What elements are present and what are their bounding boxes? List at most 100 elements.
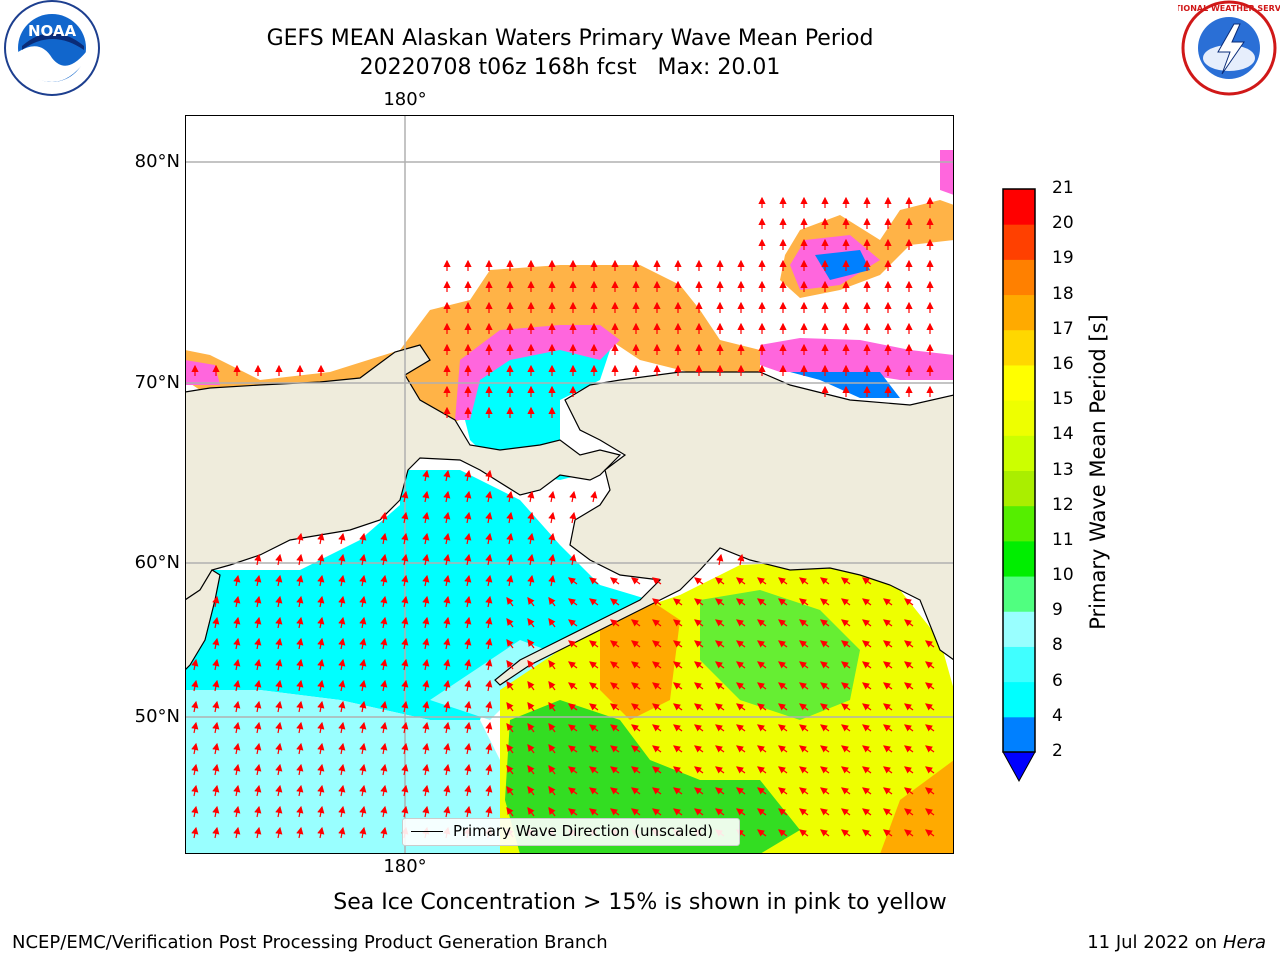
- wave-direction-arrow: [778, 808, 788, 816]
- wave-direction-arrow: [506, 532, 514, 545]
- wave-direction-arrow: [778, 703, 788, 711]
- colorbar-tick-label: 20: [1052, 213, 1074, 234]
- wave-direction-arrow: [694, 682, 704, 690]
- wave-direction-arrow: [254, 574, 262, 587]
- colorbar-segment: [1003, 540, 1035, 577]
- wave-direction-arrow: [464, 511, 472, 524]
- wave-direction-arrow: [485, 784, 493, 797]
- wave-direction-arrow: [338, 784, 346, 797]
- wave-direction-arrow: [422, 721, 430, 734]
- wave-direction-arrow: [464, 490, 472, 503]
- wave-direction-arrow: [317, 595, 325, 608]
- wave-direction-arrow: [799, 703, 809, 711]
- wave-direction-arrow: [464, 532, 472, 545]
- wave-direction-arrow: [233, 637, 241, 650]
- wave-direction-arrow: [485, 658, 493, 671]
- wave-direction-arrow: [254, 826, 262, 839]
- wave-direction-arrow: [589, 787, 599, 795]
- wave-direction-arrow: [296, 784, 304, 797]
- wave-direction-arrow: [296, 637, 304, 650]
- wave-direction-arrow: [610, 703, 620, 711]
- wave-direction-arrow: [485, 469, 493, 482]
- wave-direction-arrow: [275, 805, 283, 818]
- wave-direction-arrow: [527, 744, 535, 754]
- wave-direction-arrow: [925, 682, 935, 690]
- wave-direction-arrow: [925, 808, 935, 816]
- wave-direction-arrow: [925, 661, 935, 669]
- sea-ice-pink: [455, 325, 620, 420]
- wave-direction-arrow: [715, 703, 725, 711]
- wave-direction-arrow: [401, 784, 409, 797]
- wave-direction-arrow: [652, 598, 662, 606]
- wave-direction-arrow: [422, 637, 430, 650]
- wave-direction-arrow: [338, 742, 346, 755]
- wave-direction-arrow: [464, 721, 472, 734]
- wave-direction-arrow: [296, 742, 304, 755]
- wave-direction-arrow: [737, 553, 745, 566]
- wave-direction-arrow: [568, 661, 578, 669]
- wave-direction-arrow: [191, 763, 199, 776]
- wave-direction-arrow: [715, 640, 725, 648]
- wave-direction-arrow: [359, 574, 367, 587]
- map-legend: Primary Wave Direction (unscaled): [402, 818, 740, 846]
- wave-direction-arrow: [841, 703, 851, 711]
- colorbar-tick-label: 11: [1052, 529, 1074, 550]
- wave-direction-arrow: [548, 702, 556, 712]
- wave-direction-arrow: [820, 724, 830, 732]
- wave-direction-arrow: [443, 805, 451, 818]
- wave-direction-arrow: [631, 724, 641, 732]
- colorbar-segment: [1003, 259, 1035, 296]
- colorbar-tick-label: 10: [1052, 565, 1074, 586]
- wave-direction-arrow: [359, 658, 367, 671]
- wave-direction-arrow: [233, 826, 241, 839]
- wave-direction-arrow: [254, 658, 262, 671]
- wave-direction-arrow: [568, 724, 578, 732]
- wave-direction-arrow: [904, 619, 914, 627]
- wave-direction-arrow: [296, 553, 304, 566]
- wave-direction-arrow: [401, 742, 409, 755]
- wave-direction-arrow: [716, 553, 724, 566]
- wave-direction-arrow: [212, 784, 220, 797]
- wave-direction-arrow: [443, 742, 451, 755]
- wave-direction-arrow: [317, 763, 325, 776]
- wave-direction-arrow: [757, 619, 767, 627]
- wave-direction-arrow: [254, 763, 262, 776]
- wave-direction-arrow: [548, 765, 556, 775]
- wave-direction-arrow: [527, 702, 535, 712]
- wave-direction-arrow: [422, 511, 430, 524]
- wave-direction-arrow: [338, 658, 346, 671]
- wave-direction-arrow: [212, 721, 220, 734]
- wave-direction-arrow: [191, 784, 199, 797]
- wave-direction-arrow: [338, 532, 346, 545]
- wave-direction-arrow: [233, 574, 241, 587]
- wave-direction-arrow: [359, 595, 367, 608]
- wave-direction-arrow: [275, 637, 283, 650]
- wave-direction-arrow: [485, 805, 493, 818]
- wave-direction-arrow: [736, 766, 746, 774]
- wave-direction-arrow: [925, 829, 935, 837]
- lat-label-50: 50°N: [134, 706, 180, 727]
- wave-direction-arrow: [904, 829, 914, 837]
- wave-direction-arrow: [673, 661, 683, 669]
- wave-direction-arrow: [736, 724, 746, 732]
- wave-direction-arrow: [506, 786, 514, 796]
- wave-direction-arrow: [548, 618, 556, 628]
- wave-direction-arrow: [715, 724, 725, 732]
- wave-direction-arrow: [757, 640, 767, 648]
- wave-direction-arrow: [233, 763, 241, 776]
- wave-period-map: [185, 115, 954, 854]
- wave-direction-arrow: [568, 703, 578, 711]
- wave-direction-arrow: [778, 787, 788, 795]
- wave-direction-arrow: [925, 703, 935, 711]
- wave-direction-arrow: [715, 787, 725, 795]
- wave-direction-arrow: [673, 766, 683, 774]
- wave-direction-arrow: [610, 598, 620, 606]
- wave-direction-arrow: [820, 598, 830, 606]
- wave-direction-arrow: [736, 703, 746, 711]
- wave-direction-arrow: [841, 577, 851, 585]
- wave-direction-arrow: [359, 700, 367, 713]
- wave-direction-arrow: [317, 553, 325, 566]
- wave-direction-arrow: [275, 616, 283, 629]
- wave-direction-arrow: [799, 724, 809, 732]
- wave-direction-arrow: [757, 577, 767, 585]
